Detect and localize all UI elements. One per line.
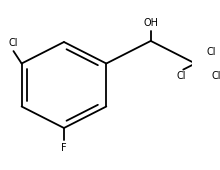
Text: Cl: Cl (177, 71, 186, 81)
Text: Cl: Cl (9, 38, 18, 48)
Text: Cl: Cl (207, 47, 216, 57)
Text: Cl: Cl (212, 71, 220, 81)
Text: OH: OH (143, 18, 158, 28)
Text: F: F (61, 143, 67, 153)
